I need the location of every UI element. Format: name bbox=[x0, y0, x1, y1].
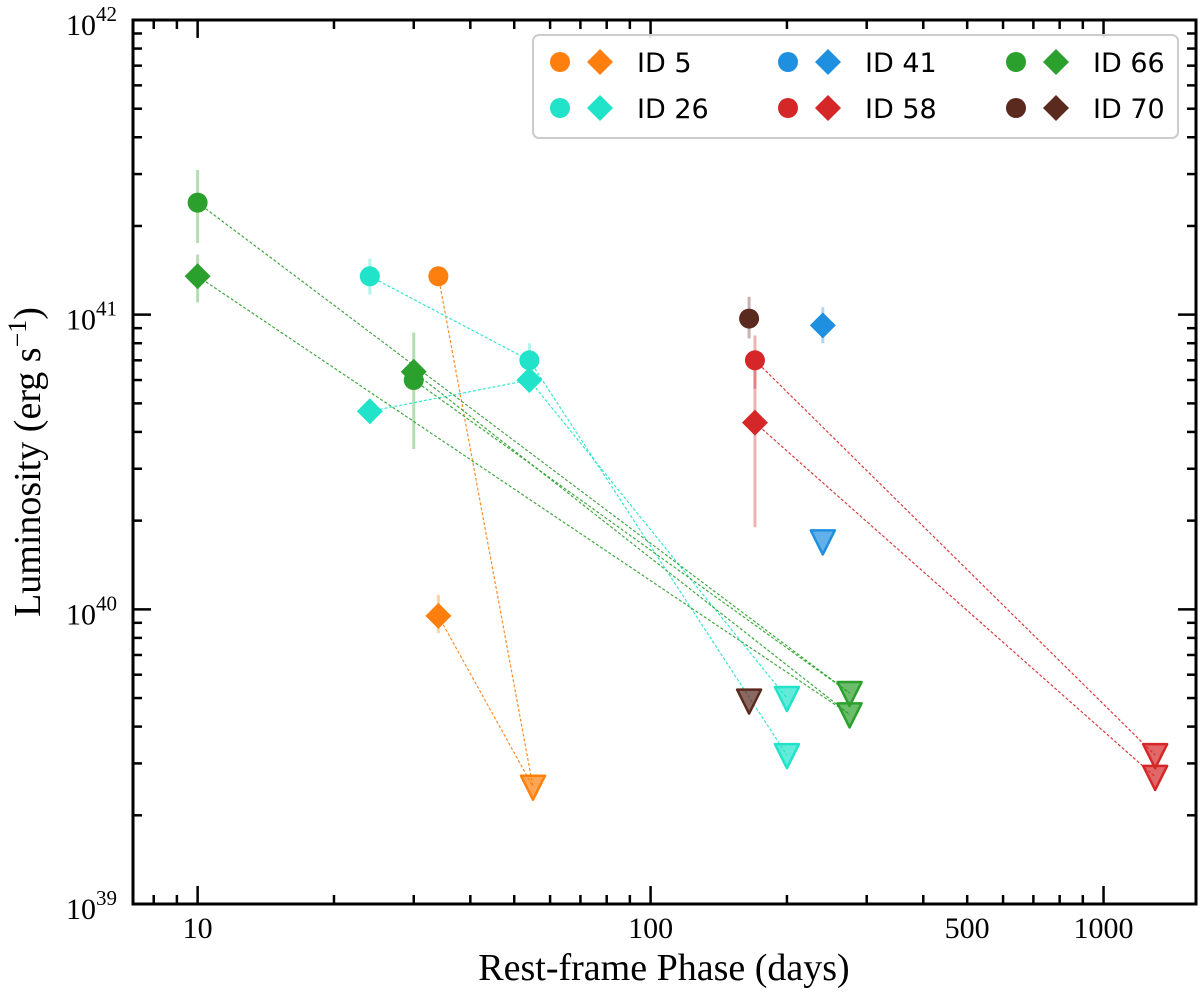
y-tick-label: 1041 bbox=[66, 297, 117, 337]
legend-label-id-41: ID 41 bbox=[865, 48, 937, 79]
y-axis-title: Luminosity (erg s−1) bbox=[3, 307, 49, 617]
circle-marker-id-66 bbox=[187, 192, 208, 213]
y-axis-title-main: Luminosity (erg s bbox=[7, 347, 49, 617]
legend-diamond-marker-id-58 bbox=[815, 95, 841, 121]
legend-label-id-70: ID 70 bbox=[1093, 94, 1165, 125]
legend-circle-marker-id-66 bbox=[1006, 52, 1026, 72]
x-axis-title: Rest-frame Phase (days) bbox=[478, 947, 849, 989]
circle-marker-id-70 bbox=[739, 308, 760, 329]
legend-label-id-58: ID 58 bbox=[865, 94, 937, 125]
upper-limit-marker-id-5 bbox=[519, 774, 547, 801]
connection-line-id-26 bbox=[369, 379, 530, 412]
y-tick-label: 1042 bbox=[66, 2, 117, 42]
error-bars-layer bbox=[196, 169, 825, 634]
connection-line-id-66 bbox=[413, 379, 850, 694]
y-tick-label-base: 10 bbox=[66, 304, 96, 337]
upper-limit-marker-id-58 bbox=[1141, 742, 1169, 770]
connection-line-id-66 bbox=[197, 202, 850, 694]
upper-limit-marker-id-26 bbox=[773, 685, 801, 713]
markers-layer bbox=[184, 192, 1169, 801]
connection-lines-layer bbox=[197, 202, 1156, 788]
x-tick-label: 100 bbox=[628, 912, 673, 945]
diamond-marker-id-66 bbox=[400, 358, 427, 385]
diamond-marker-id-26 bbox=[356, 398, 383, 425]
diamond-marker-id-66 bbox=[184, 263, 211, 290]
upper-limit-marker-id-70 bbox=[735, 688, 763, 715]
legend-diamond-marker-id-70 bbox=[1043, 95, 1069, 121]
y-tick-label: 1040 bbox=[66, 591, 117, 631]
y-tick-label-exp: 41 bbox=[96, 297, 117, 321]
legend-circle-marker-id-58 bbox=[778, 98, 798, 118]
y-tick-label: 1039 bbox=[66, 886, 117, 926]
connection-line-id-58 bbox=[754, 422, 1156, 778]
legend-box bbox=[532, 34, 1179, 139]
circle-marker-id-58 bbox=[744, 350, 765, 371]
plot-frame bbox=[131, 18, 1198, 906]
legend-diamond-marker-id-66 bbox=[1043, 49, 1069, 75]
connection-line-id-58 bbox=[754, 359, 1156, 756]
legend-label-id-5: ID 5 bbox=[637, 48, 692, 79]
legend-label-id-66: ID 66 bbox=[1093, 48, 1165, 79]
connection-line-id-66 bbox=[413, 371, 850, 715]
y-tick-label-base: 10 bbox=[66, 9, 96, 42]
diamond-marker-id-5 bbox=[425, 602, 452, 629]
diamond-marker-id-26 bbox=[516, 367, 543, 394]
legend-circle-marker-id-26 bbox=[550, 98, 570, 118]
y-tick-label-base: 10 bbox=[66, 598, 96, 631]
y-axis-title-sup: −1 bbox=[3, 320, 32, 348]
legend: ID 5 ID 41 ID 66 ID 26 ID 58 ID 70 bbox=[532, 34, 1179, 139]
x-tick-label: 1000 bbox=[1074, 912, 1134, 945]
connection-line-id-5 bbox=[437, 615, 534, 788]
circle-marker-id-26 bbox=[359, 266, 380, 287]
y-tick-label-exp: 39 bbox=[96, 886, 117, 910]
ticks-layer bbox=[133, 18, 1196, 906]
connection-line-id-66 bbox=[197, 275, 850, 715]
upper-limit-marker-id-41 bbox=[809, 529, 837, 556]
y-tick-label-exp: 42 bbox=[96, 2, 117, 26]
legend-circle-marker-id-5 bbox=[550, 52, 570, 72]
connection-line-id-26 bbox=[528, 379, 788, 699]
circle-marker-id-5 bbox=[428, 266, 449, 287]
legend-circle-marker-id-41 bbox=[778, 52, 798, 72]
upper-limit-marker-id-58 bbox=[1141, 764, 1169, 792]
connection-line-id-26 bbox=[369, 275, 530, 361]
diamond-marker-id-41 bbox=[809, 312, 836, 339]
diamond-marker-id-58 bbox=[741, 409, 768, 436]
connection-line-id-5 bbox=[437, 276, 534, 787]
legend-diamond-marker-id-26 bbox=[587, 95, 613, 121]
legend-label-id-26: ID 26 bbox=[637, 94, 709, 125]
y-axis-title-close: ) bbox=[7, 307, 49, 320]
upper-limit-marker-id-66 bbox=[836, 680, 863, 708]
circle-marker-id-26 bbox=[519, 350, 540, 371]
legend-diamond-marker-id-41 bbox=[815, 49, 841, 75]
x-tick-label: 500 bbox=[945, 912, 990, 945]
legend-circle-marker-id-70 bbox=[1006, 98, 1026, 118]
y-tick-label-exp: 40 bbox=[96, 591, 117, 615]
legend-diamond-marker-id-5 bbox=[587, 49, 613, 75]
y-tick-label-base: 10 bbox=[66, 893, 96, 926]
x-tick-label: 10 bbox=[183, 912, 213, 945]
upper-limit-marker-id-26 bbox=[773, 742, 801, 770]
